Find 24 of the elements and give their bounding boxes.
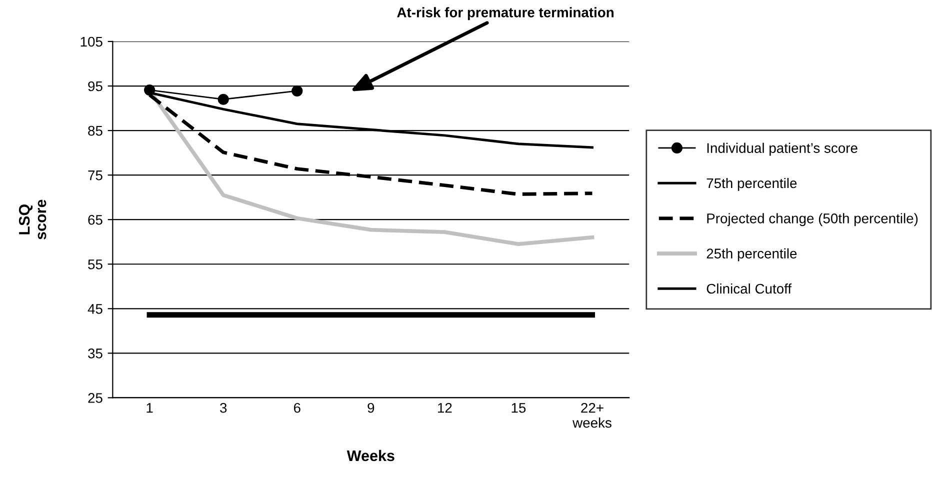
y-tick-label: 35 (88, 348, 102, 358)
text: At-risk for premature termination (397, 7, 614, 20)
y-axis-title: LSQ score (18, 200, 46, 240)
legend-label: Individual patient’s score (707, 142, 858, 156)
y-tick-label: 25 (88, 393, 102, 403)
y-tick-label: 95 (88, 81, 102, 92)
y-tick-label: 85 (88, 126, 102, 136)
x-axis-title: Weeks (346, 450, 394, 462)
y-tick-label: 75 (88, 170, 102, 180)
legend-label: Projected change (50th percentile) (707, 213, 918, 226)
legend-label: Clinical Cutoff (706, 283, 792, 294)
x-tick-label: 15 (512, 403, 526, 413)
x-tick-label: 6 (294, 402, 300, 413)
x-tick-label: 22+ weeks (572, 402, 612, 428)
y-tick-label: 105 (80, 36, 102, 47)
y-tick-label: 45 (88, 304, 102, 314)
legend-label: 75th percentile (706, 178, 797, 191)
y-tick-label: 55 (88, 260, 102, 270)
x-tick-label: 1 (146, 403, 153, 413)
y-tick-label: 65 (88, 214, 102, 225)
legend-label: 25th percentile (706, 248, 797, 262)
x-tick-label: 12 (438, 402, 452, 413)
x-tick-label: 9 (368, 402, 374, 413)
x-tick-label: 3 (220, 402, 227, 413)
